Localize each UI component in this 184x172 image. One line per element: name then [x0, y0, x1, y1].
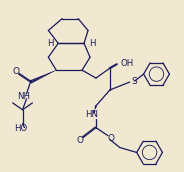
- Text: HN: HN: [86, 110, 98, 119]
- Text: O: O: [12, 67, 19, 76]
- Text: S: S: [132, 77, 137, 85]
- Text: HO: HO: [14, 124, 27, 133]
- Text: NH: NH: [17, 92, 30, 101]
- Text: O: O: [77, 136, 84, 145]
- Text: H: H: [89, 39, 95, 48]
- Text: O: O: [107, 134, 114, 143]
- Text: H: H: [47, 39, 53, 48]
- Text: OH: OH: [121, 59, 134, 68]
